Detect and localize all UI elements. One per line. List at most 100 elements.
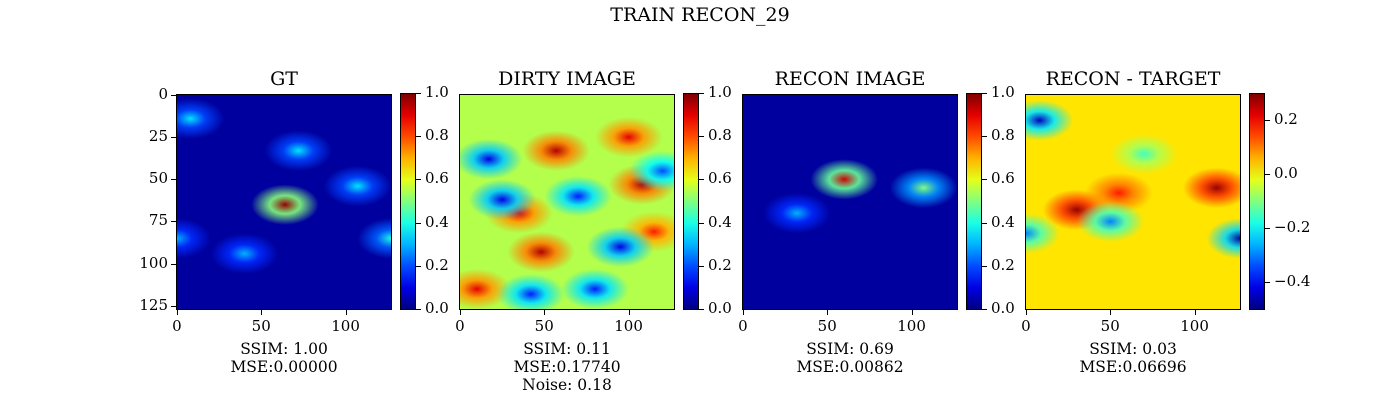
colorbar-tick-label: 0.8 xyxy=(708,126,732,145)
heatmap-blob xyxy=(507,231,575,273)
colorbar-tick-label: 0.8 xyxy=(991,126,1015,145)
heatmap-blob xyxy=(586,226,655,268)
heatmap-blob xyxy=(522,130,590,171)
x-tick-label: 100 xyxy=(331,317,360,335)
heatmap-panel: DIRTY IMAGE 0 50 100 0.0 0.2 0.4 0.6 0.8 1.0 SSIM:… xyxy=(455,60,739,400)
colorbar-tick xyxy=(1265,228,1270,229)
colorbar-tick xyxy=(416,136,421,138)
x-tick xyxy=(628,310,630,315)
colorbar-tick-label: 0.4 xyxy=(425,212,449,231)
colorbar-tick-label: 0.2 xyxy=(1274,110,1298,128)
colorbar-tick xyxy=(699,309,704,310)
x-tick xyxy=(345,310,347,315)
heatmap-image xyxy=(1025,94,1241,310)
metric-line: MSE:0.00862 xyxy=(796,358,904,376)
x-tick xyxy=(459,310,461,315)
colorbar-tick xyxy=(982,93,987,94)
metrics-caption: SSIM: 0.69 MSE:0.00862 xyxy=(722,340,978,376)
heatmap-blob xyxy=(460,138,523,180)
x-tick-label: 50 xyxy=(1100,317,1120,335)
heatmap-blob xyxy=(468,179,536,220)
colorbar-tick xyxy=(699,222,704,224)
metric-line: MSE:0.00000 xyxy=(230,358,338,376)
colorbar-tick xyxy=(699,265,704,267)
x-tick xyxy=(544,310,546,315)
metric-line: Noise: 0.18 xyxy=(522,376,612,394)
heatmap-blob xyxy=(544,176,612,217)
metric-line: SSIM: 0.11 xyxy=(523,340,611,358)
colorbar-tick xyxy=(982,222,987,224)
colorbar-tick-label: 0.0 xyxy=(425,299,449,317)
metric-line: SSIM: 0.03 xyxy=(1089,340,1177,358)
colorbar-tick xyxy=(416,93,421,94)
x-tick-label: 0 xyxy=(455,317,465,335)
metrics-caption: SSIM: 1.00 MSE:0.00000 xyxy=(156,340,412,376)
colorbar-tick xyxy=(699,93,704,94)
heatmap-image xyxy=(742,94,958,310)
metric-line: MSE:0.06696 xyxy=(1079,358,1187,376)
colorbar-tick-label: −0.4 xyxy=(1274,272,1311,290)
colorbar-tick-label: 0.0 xyxy=(991,299,1015,317)
heatmap-blob xyxy=(1026,100,1074,141)
heatmap-panel: RECON - TARGET 0 50 100 0.2 0.0 −0.2 −0.4 SSIM: … xyxy=(1021,60,1310,400)
colorbar xyxy=(966,93,982,310)
heatmap-blob xyxy=(1110,133,1178,175)
x-tick-label: 0 xyxy=(172,317,182,335)
heatmap-blob xyxy=(810,159,878,200)
colorbar-tick-label: 0.6 xyxy=(991,169,1015,188)
colorbar-tick-label: 0.4 xyxy=(708,212,732,231)
heatmap-blob xyxy=(251,184,319,225)
heatmap-blob xyxy=(357,218,391,259)
colorbar-tick-label: 0.0 xyxy=(708,299,732,317)
x-tick xyxy=(911,310,913,315)
colorbar-tick xyxy=(699,179,704,181)
metric-line: MSE:0.17740 xyxy=(513,358,621,376)
colorbar-tick xyxy=(416,179,421,181)
colorbar-tick xyxy=(699,136,704,138)
heatmap-panel: RECON IMAGE 0 50 100 0.0 0.2 0.4 0.6 0.8 1.0 SSIM:… xyxy=(738,60,1022,400)
y-tick xyxy=(171,94,176,96)
y-tick xyxy=(171,137,176,139)
metrics-caption: SSIM: 0.11 MSE:0.17740 Noise: 0.18 xyxy=(439,340,695,394)
y-tick xyxy=(171,263,176,265)
metrics-caption: SSIM: 0.03 MSE:0.06696 xyxy=(1005,340,1261,376)
heatmap-blob xyxy=(628,150,674,192)
heatmap-blob xyxy=(177,98,225,139)
heatmap-blob xyxy=(264,130,333,171)
x-tick xyxy=(1110,310,1112,315)
x-tick-label: 50 xyxy=(817,317,837,335)
panel-title: RECON - TARGET xyxy=(1045,68,1221,90)
heatmap-blob xyxy=(889,167,957,209)
x-tick-label: 0 xyxy=(1021,317,1031,335)
colorbar xyxy=(1249,93,1265,310)
x-tick-label: 50 xyxy=(251,317,271,335)
x-tick xyxy=(742,310,744,315)
colorbar-tick-label: 0.6 xyxy=(425,169,449,188)
x-tick-label: 100 xyxy=(1180,317,1209,335)
panel-title: RECON IMAGE xyxy=(774,68,926,90)
heatmap-blob xyxy=(1182,167,1240,209)
heatmap-blob xyxy=(323,165,391,207)
colorbar-tick-label: 0.2 xyxy=(708,255,732,274)
x-tick xyxy=(827,310,829,315)
heatmap-blob xyxy=(1026,213,1060,254)
y-tick-label: 100 xyxy=(139,253,168,272)
x-tick-label: 50 xyxy=(534,317,554,335)
heatmap-blob xyxy=(561,268,629,309)
colorbar-tick-label: 1.0 xyxy=(991,83,1015,101)
colorbar-tick-label: 0.6 xyxy=(708,169,732,188)
metric-line: SSIM: 0.69 xyxy=(806,340,894,358)
x-tick xyxy=(261,310,263,315)
colorbar-tick xyxy=(982,265,987,267)
colorbar-tick xyxy=(416,309,421,310)
y-tick xyxy=(171,179,176,181)
colorbar-tick-label: 0.2 xyxy=(991,255,1015,274)
heatmap-blob xyxy=(497,273,565,309)
colorbar-tick xyxy=(982,309,987,310)
heatmap-image xyxy=(176,94,392,310)
y-tick-label: 125 xyxy=(139,295,168,314)
y-tick-label: 25 xyxy=(148,127,168,146)
heatmap-blob xyxy=(1206,218,1240,259)
figure-title: TRAIN RECON_29 xyxy=(610,4,790,26)
colorbar-tick-label: 1.0 xyxy=(425,83,449,101)
